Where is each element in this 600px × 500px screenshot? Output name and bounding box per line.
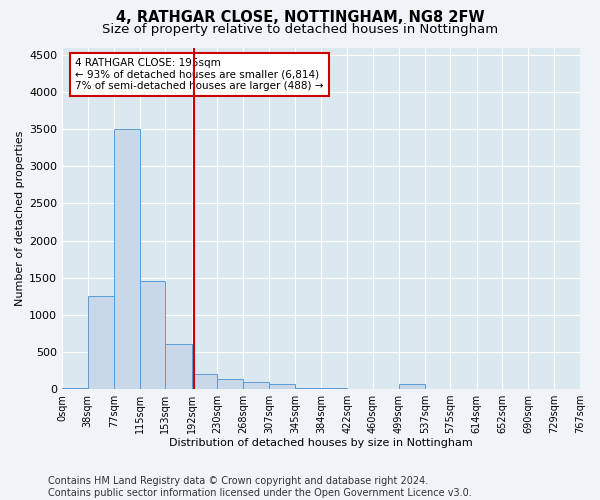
Bar xyxy=(192,374,217,389)
Bar xyxy=(322,388,347,389)
Bar xyxy=(114,129,140,389)
Bar xyxy=(295,388,322,389)
Text: 4, RATHGAR CLOSE, NOTTINGHAM, NG8 2FW: 4, RATHGAR CLOSE, NOTTINGHAM, NG8 2FW xyxy=(116,10,484,25)
X-axis label: Distribution of detached houses by size in Nottingham: Distribution of detached houses by size … xyxy=(169,438,473,448)
Bar xyxy=(243,382,269,389)
Text: Contains HM Land Registry data © Crown copyright and database right 2024.
Contai: Contains HM Land Registry data © Crown c… xyxy=(48,476,472,498)
Bar xyxy=(269,384,295,389)
Bar xyxy=(217,380,243,389)
Bar xyxy=(399,384,425,389)
Text: Size of property relative to detached houses in Nottingham: Size of property relative to detached ho… xyxy=(102,22,498,36)
Bar xyxy=(140,282,166,389)
Text: 4 RATHGAR CLOSE: 195sqm
← 93% of detached houses are smaller (6,814)
7% of semi-: 4 RATHGAR CLOSE: 195sqm ← 93% of detache… xyxy=(75,58,323,91)
Y-axis label: Number of detached properties: Number of detached properties xyxy=(15,130,25,306)
Bar xyxy=(88,296,114,389)
Bar xyxy=(62,388,88,389)
Bar xyxy=(166,344,192,389)
